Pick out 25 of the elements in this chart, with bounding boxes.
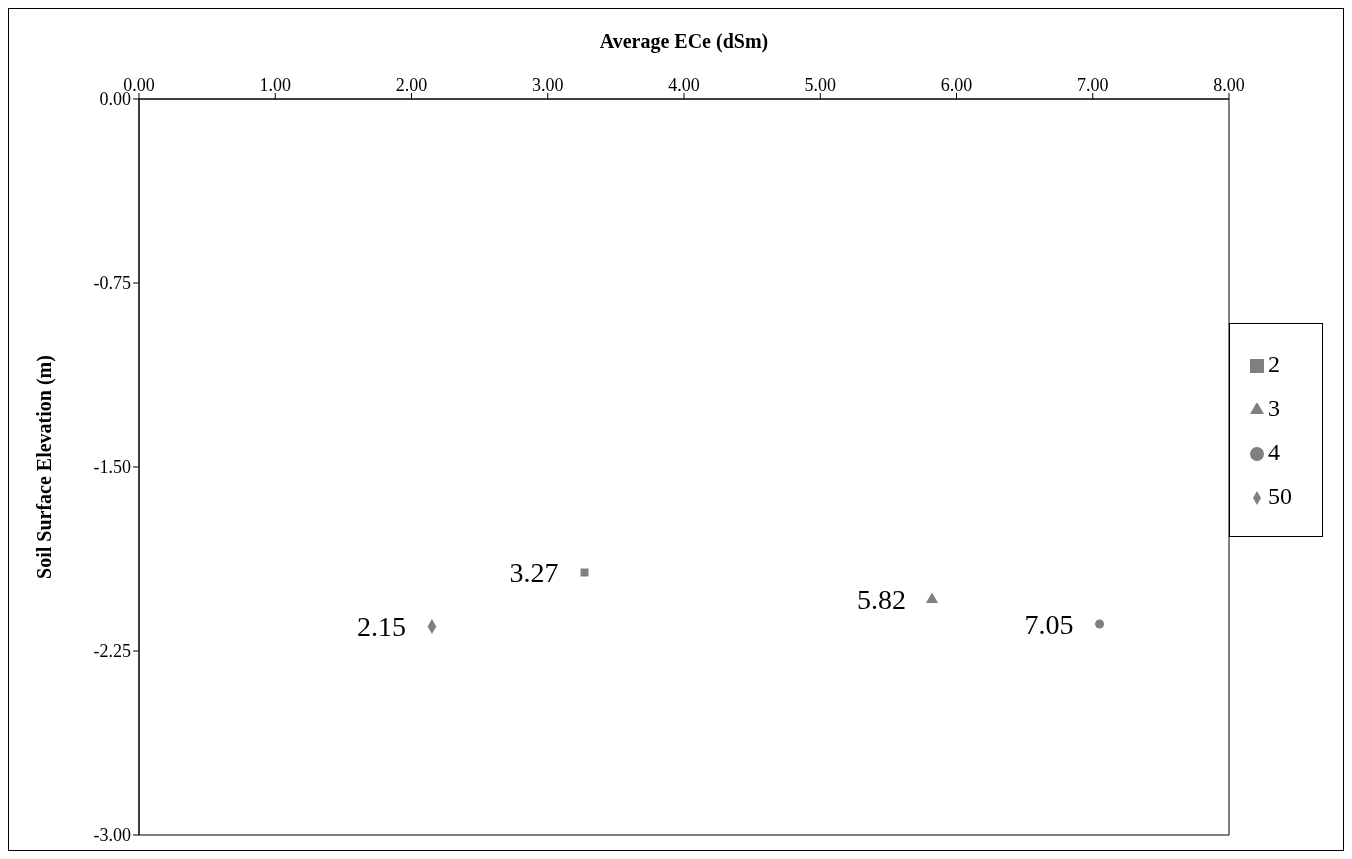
annotation: 2.15 [356,611,406,643]
point [580,568,589,577]
legend-label: 50 [1268,482,1292,509]
x-tick-label: 1.00 [259,75,291,95]
x-tick-label: 4.00 [668,75,700,95]
point [1095,619,1105,629]
y-tick-label: -0.75 [93,273,131,294]
x-tick-label: 2.00 [395,75,428,95]
x-tick-label: 3.00 [532,75,564,95]
x-tick-label: 7.00 [1077,75,1109,95]
annotation: 7.05 [1024,608,1074,640]
legend-label: 2 [1268,350,1280,377]
y-tick-label: -3.00 [93,825,131,846]
legend-label: 3 [1268,394,1280,421]
y-tick-label: -2.25 [93,641,131,662]
x-tick-label: 8.00 [1213,75,1245,95]
legend-label: 4 [1268,438,1280,465]
x-axis-title: Average ECe (dSm) [599,30,769,54]
x-tick-label: 6.00 [940,75,973,95]
y-tick-label: -1.50 [93,457,131,478]
x-tick-label: 5.00 [804,75,836,95]
y-axis-title: Soil Surface Elevation (m) [33,355,57,579]
annotation: 3.27 [509,557,559,589]
point [925,592,939,603]
annotation: 5.82 [856,584,906,616]
